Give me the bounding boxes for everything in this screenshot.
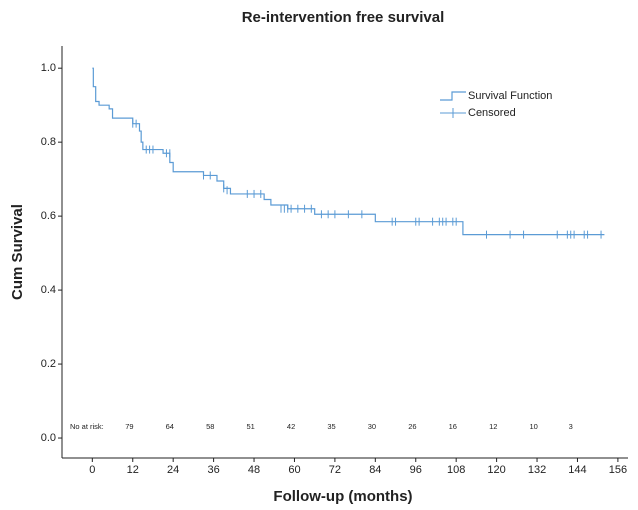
at-risk-value: 64 [166, 422, 174, 431]
legend-label: Censored [468, 107, 516, 119]
at-risk-value: 58 [206, 422, 214, 431]
x-tick-label: 36 [207, 464, 219, 476]
y-axis-label: Cum Survival [9, 204, 26, 300]
at-risk-value: 16 [449, 422, 457, 431]
x-tick-label: 84 [369, 464, 381, 476]
at-risk-value: 26 [408, 422, 416, 431]
y-tick-label: 0.4 [41, 284, 56, 296]
x-tick-label: 108 [447, 464, 465, 476]
x-tick-label: 156 [609, 464, 627, 476]
y-tick-label: 0.6 [41, 210, 56, 222]
x-tick-label: 48 [248, 464, 260, 476]
x-tick-label: 60 [288, 464, 300, 476]
chart-title: Re-intervention free survival [242, 9, 445, 26]
x-axis-label: Follow-up (months) [273, 488, 412, 505]
at-risk-value: 30 [368, 422, 376, 431]
y-tick-label: 0.0 [41, 432, 56, 444]
at-risk-value: 10 [529, 422, 537, 431]
x-tick-label: 24 [167, 464, 179, 476]
legend-label: Survival Function [468, 90, 552, 102]
at-risk-value: 51 [246, 422, 254, 431]
at-risk-title: No at risk: [70, 422, 104, 431]
y-tick-label: 0.8 [41, 136, 56, 148]
y-tick-label: 0.2 [41, 358, 56, 370]
x-tick-label: 0 [89, 464, 95, 476]
x-tick-label: 12 [127, 464, 139, 476]
at-risk-value: 79 [125, 422, 133, 431]
x-tick-label: 120 [487, 464, 505, 476]
legend-symbol [440, 91, 466, 101]
at-risk-value: 35 [327, 422, 335, 431]
x-tick-label: 72 [329, 464, 341, 476]
at-risk-value: 42 [287, 422, 295, 431]
x-tick-label: 96 [410, 464, 422, 476]
at-risk-value: 3 [569, 422, 573, 431]
y-tick-label: 1.0 [41, 62, 56, 74]
at-risk-value: 12 [489, 422, 497, 431]
x-tick-label: 144 [568, 464, 586, 476]
x-tick-label: 132 [528, 464, 546, 476]
